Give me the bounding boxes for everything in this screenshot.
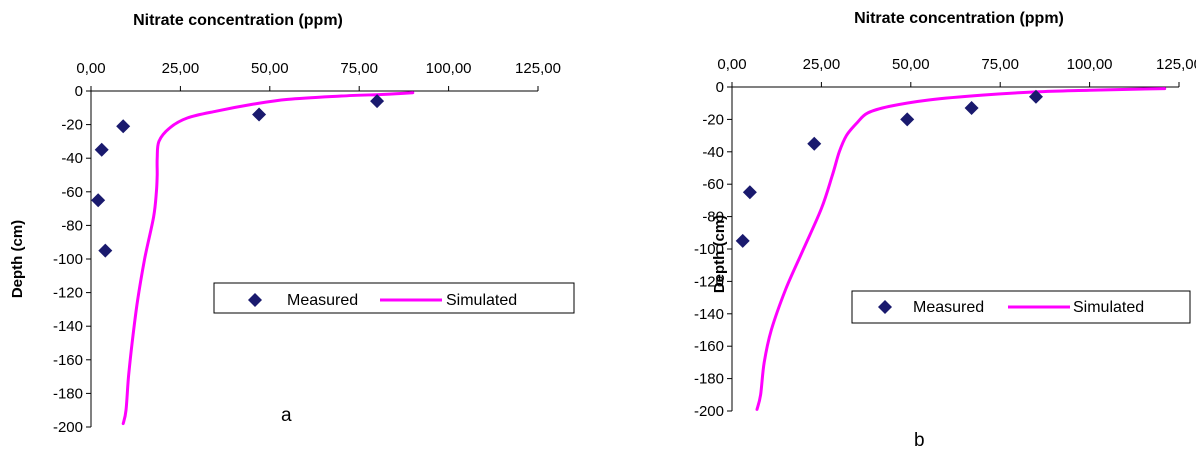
y-tick-label: -60 (61, 184, 83, 201)
x-tick-label: 25,00 (803, 56, 841, 73)
y-axis-label: Depth (cm) (9, 220, 26, 298)
y-tick-label: -120 (694, 273, 724, 290)
measured-point (1028, 89, 1043, 104)
simulated-line-group (121, 91, 415, 426)
legend-measured-marker (248, 293, 262, 307)
measured-point (742, 185, 757, 200)
legend: Measured Simulated (851, 290, 1191, 324)
legend-measured-label: Measured (913, 299, 984, 316)
x-tick-label: 75,00 (340, 60, 378, 77)
measured-point (98, 243, 113, 258)
y-tick-label: -180 (53, 385, 83, 402)
y-tick-label: 0 (75, 83, 83, 100)
y-tick-label: -100 (53, 251, 83, 268)
axes-group: 0,00 25,00 50,00 75,00 100,00 125,00 0 -20 -40 -6… (694, 56, 1196, 420)
measured-point (94, 142, 109, 157)
measured-point (252, 107, 267, 122)
legend-measured-label: Measured (287, 292, 358, 309)
x-tick-label: 50,00 (251, 60, 289, 77)
y-tick-label: -40 (61, 150, 83, 167)
chart-title: Nitrate concentration (ppm) (854, 10, 1064, 27)
simulated-line (755, 87, 1167, 411)
y-tick-label: -40 (702, 144, 724, 161)
y-tick-label: -120 (53, 285, 83, 302)
chart-title: Nitrate concentration (ppm) (133, 12, 343, 29)
simulated-line (121, 91, 415, 426)
y-tick-label: -80 (702, 209, 724, 226)
measured-point (370, 94, 385, 109)
x-tick-label: 25,00 (162, 60, 200, 77)
y-tick-label: -160 (694, 338, 724, 355)
x-tick-label: 100,00 (426, 60, 472, 77)
y-tick-label: -20 (702, 111, 724, 128)
y-tick-label: -20 (61, 117, 83, 134)
y-tick-label: -80 (61, 217, 83, 234)
legend: Measured Simulated (213, 282, 575, 314)
y-tick-label: -140 (694, 306, 724, 323)
measured-point (116, 119, 131, 134)
x-tick-label: 125,00 (1156, 56, 1196, 73)
measured-point (900, 112, 915, 127)
axes-group: 0,00 25,00 50,00 75,00 100,00 125,00 0 -20 -40 -6… (53, 60, 561, 436)
y-tick-label: -180 (694, 371, 724, 388)
measured-point (91, 193, 106, 208)
y-tick-label: -200 (53, 419, 83, 436)
chart-b: Nitrate concentration (ppm) Depth (cm) 0… (694, 10, 1196, 451)
legend-simulated-label: Simulated (1073, 299, 1144, 316)
measured-point (735, 233, 750, 248)
x-tick-label: 125,00 (515, 60, 561, 77)
simulated-line-group (755, 87, 1167, 411)
measured-point (964, 101, 979, 116)
measured-points-group (91, 94, 385, 258)
legend-simulated-label: Simulated (446, 292, 517, 309)
legend-measured-marker (878, 300, 892, 314)
y-tick-label: -100 (694, 241, 724, 258)
measured-point (807, 136, 822, 151)
panel-label: b (914, 430, 925, 451)
y-tick-label: 0 (716, 79, 724, 96)
x-tick-label: 100,00 (1067, 56, 1113, 73)
y-tick-label: -160 (53, 352, 83, 369)
y-tick-label: -140 (53, 318, 83, 335)
chart-a: Nitrate concentration (ppm) Depth (cm) 0… (9, 12, 575, 436)
y-tick-label: -60 (702, 176, 724, 193)
x-tick-label: 0,00 (76, 60, 105, 77)
measured-points-group (735, 89, 1043, 248)
y-axis-label: Depth (cm) (711, 215, 728, 293)
panel-label: a (281, 405, 292, 426)
x-tick-label: 0,00 (717, 56, 746, 73)
x-tick-label: 75,00 (981, 56, 1019, 73)
legend-box (213, 282, 575, 314)
y-tick-label: -200 (694, 403, 724, 420)
x-tick-label: 50,00 (892, 56, 930, 73)
